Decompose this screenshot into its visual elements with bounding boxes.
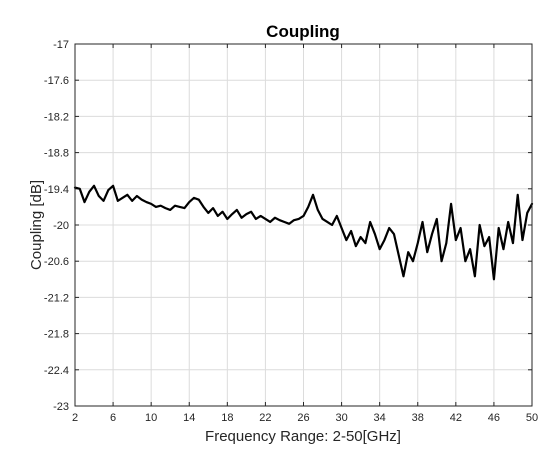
x-tick-label: 30 <box>335 412 347 424</box>
x-tick-label: 10 <box>145 412 157 424</box>
coupling-series-line <box>73 184 534 281</box>
y-tick-label: -22.4 <box>44 365 69 377</box>
x-tick-label: 6 <box>110 412 116 424</box>
y-tick-label: -21.8 <box>44 329 69 341</box>
x-axis-ticks: 2 6 10 14 18 22 26 30 34 38 42 46 50 <box>72 44 538 424</box>
y-tick-label: -17.6 <box>44 75 69 87</box>
x-tick-label: 50 <box>526 412 538 424</box>
chart-title: Coupling <box>266 22 340 41</box>
y-axis-label: Coupling [dB] <box>28 180 45 270</box>
y-tick-label: -18.2 <box>44 111 69 123</box>
series-group <box>73 184 534 281</box>
x-axis-label: Frequency Range: 2-50[GHz] <box>205 428 401 445</box>
x-tick-label: 2 <box>72 412 78 424</box>
y-tick-label: -19.4 <box>44 184 69 196</box>
plot-frame <box>74 43 533 407</box>
x-tick-label: 26 <box>297 412 309 424</box>
y-tick-label: -20 <box>53 220 69 232</box>
x-tick-label: 42 <box>450 412 462 424</box>
x-tick-label: 38 <box>412 412 424 424</box>
x-tick-label: 22 <box>259 412 271 424</box>
y-tick-label: -21.2 <box>44 292 69 304</box>
y-tick-label: -23 <box>53 401 69 413</box>
x-tick-label: 14 <box>183 412 195 424</box>
y-tick-label: -18.8 <box>44 148 69 160</box>
x-tick-label: 46 <box>488 412 500 424</box>
y-axis-ticks: -17 -17.6 -18.2 -18.8 -19.4 -20 -20.6 -21.2 -21.… <box>44 39 532 413</box>
y-tick-label: -20.6 <box>44 256 69 268</box>
y-tick-label: -17 <box>53 39 69 51</box>
x-tick-label: 18 <box>221 412 233 424</box>
x-tick-label: 34 <box>374 412 386 424</box>
